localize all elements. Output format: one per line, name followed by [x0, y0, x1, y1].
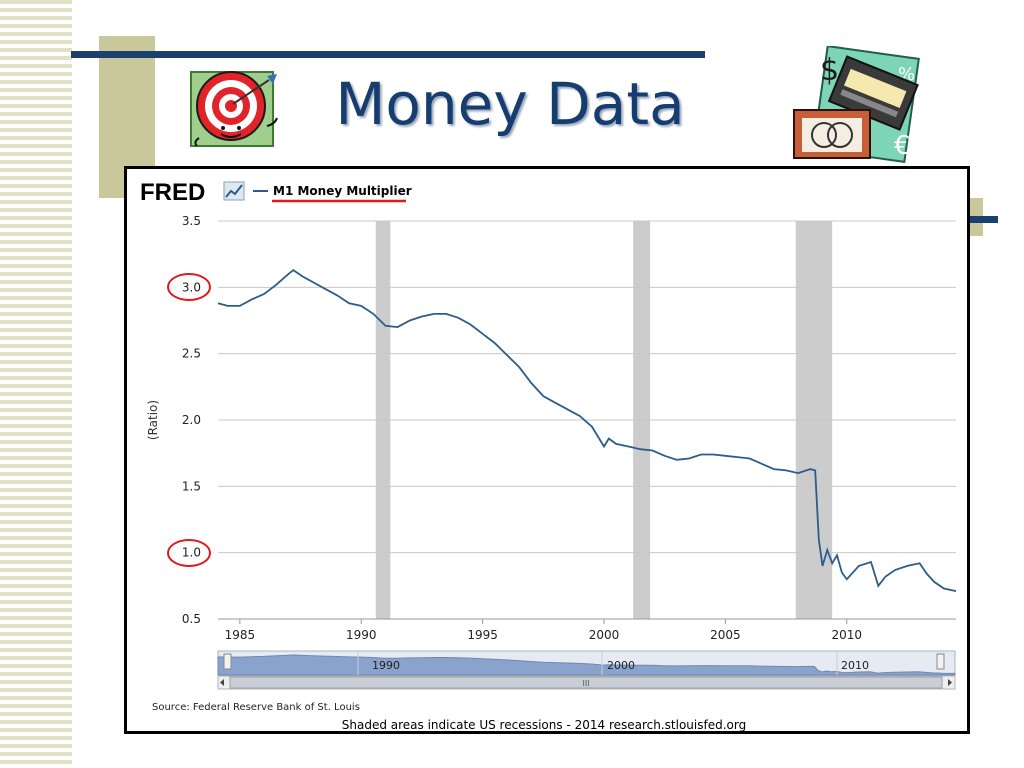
y-tick-label: 2.0: [182, 413, 201, 427]
navigator[interactable]: 1990 2000 2010: [217, 650, 956, 676]
fred-graph-icon: [223, 181, 245, 201]
scroll-left-arrow-icon[interactable]: [220, 679, 224, 686]
scrollbar-thumb[interactable]: [229, 676, 943, 689]
x-tick-label: 1985: [225, 628, 256, 642]
side-rule: [968, 216, 998, 223]
x-tick-label: 1990: [346, 628, 377, 642]
target-clipart-icon: [190, 71, 278, 147]
navigator-series-area: [217, 654, 956, 676]
chart-source: Source: Federal Reserve Bank of St. Loui…: [152, 702, 360, 713]
fred-logo: FRED: [140, 179, 205, 206]
svg-text:$: $: [820, 53, 839, 88]
legend-entry: M1 Money Multiplier: [273, 184, 412, 198]
navigator-left-handle[interactable]: [223, 653, 232, 670]
y-tick-label: 3.5: [182, 214, 201, 228]
y-tick-label: 1.5: [182, 479, 201, 493]
x-tick-label: 2005: [710, 628, 741, 642]
annotation-circle-1-0: [167, 539, 211, 567]
title-rule: [71, 51, 705, 58]
navigator-label: 2010: [841, 659, 869, 672]
svg-text:€: €: [894, 131, 911, 161]
scrollbar-grip: III: [582, 679, 589, 688]
navigator-scrollbar[interactable]: III: [217, 675, 956, 690]
x-tick-label: 2010: [831, 628, 862, 642]
navigator-label: 2000: [607, 659, 635, 672]
y-tick-label: 1.0: [182, 546, 201, 560]
y-tick-label: 0.5: [182, 612, 201, 626]
x-tick-label: 1995: [467, 628, 498, 642]
chart-footer: Shaded areas indicate US recessions - 20…: [342, 718, 746, 731]
chart-frame: FRED M1 Money Multiplier 3.5 3.0 2.5 2.0 1.5…: [124, 166, 970, 734]
decorative-stripes: [0, 0, 72, 768]
navigator-right-handle[interactable]: [936, 653, 945, 670]
money-cards-clipart-icon: $ € %: [793, 46, 920, 164]
scroll-right-arrow-icon[interactable]: [948, 679, 952, 686]
x-tick-label: 2000: [589, 628, 620, 642]
fred-chart: FRED M1 Money Multiplier 3.5 3.0 2.5 2.0 1.5…: [140, 179, 957, 731]
navigator-label: 1990: [372, 659, 400, 672]
y-tick-label: 2.5: [182, 347, 201, 361]
series-line-m1-multiplier: [217, 268, 957, 592]
annotation-circle-3-0: [167, 273, 211, 301]
y-axis-label: (Ratio): [146, 400, 160, 440]
slide-title: Money Data: [335, 70, 685, 138]
y-tick-label: 3.0: [182, 280, 201, 294]
